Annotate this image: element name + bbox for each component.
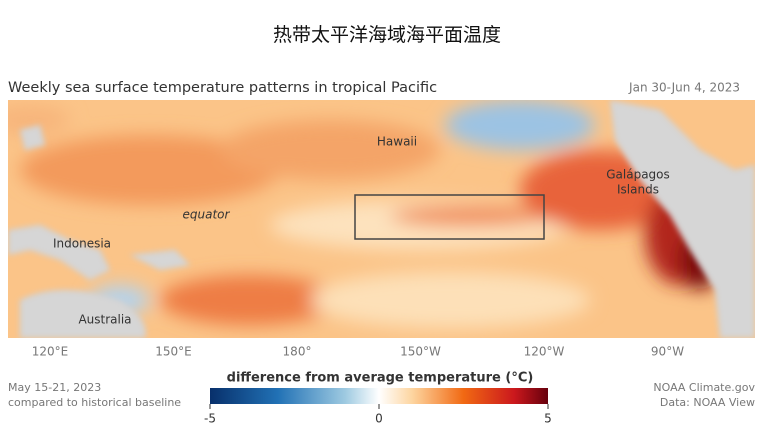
longitude-label: 150°E bbox=[155, 345, 192, 359]
date-range: Jan 30-Jun 4, 2023 bbox=[628, 81, 740, 95]
map-title: Weekly sea surface temperature patterns … bbox=[8, 80, 437, 96]
colorbar bbox=[210, 388, 548, 404]
footer-right: NOAA Climate.gov bbox=[653, 381, 755, 394]
colorbar-tick-label: 5 bbox=[544, 412, 552, 426]
place-label: Indonesia bbox=[53, 237, 111, 251]
longitude-label: 180° bbox=[283, 345, 312, 359]
place-label: Australia bbox=[78, 313, 131, 327]
footer-left: compared to historical baseline bbox=[8, 396, 181, 409]
place-label: Islands bbox=[617, 183, 659, 197]
longitude-label: 150°W bbox=[400, 345, 441, 359]
longitude-labels: 120°E 150°E 180° 150°W 120°W 90°W bbox=[32, 345, 684, 359]
longitude-label: 120°E bbox=[32, 345, 69, 359]
legend-title: difference from average temperature (°C) bbox=[227, 371, 534, 386]
colorbar-tick-label: -5 bbox=[204, 412, 216, 426]
colorbar-tick-label: 0 bbox=[375, 412, 383, 426]
sst-map bbox=[8, 100, 755, 338]
page-title: 热带太平洋海域海平面温度 bbox=[273, 24, 501, 46]
place-label: equator bbox=[183, 208, 231, 222]
place-label: Hawaii bbox=[377, 135, 417, 149]
place-label: Galápagos bbox=[606, 168, 670, 182]
footer-left: May 15-21, 2023 bbox=[8, 381, 101, 394]
colorbar-ticks: -5 0 5 bbox=[204, 404, 552, 426]
footer-right: Data: NOAA View bbox=[660, 396, 755, 409]
longitude-label: 90°W bbox=[651, 345, 684, 359]
longitude-label: 120°W bbox=[524, 345, 565, 359]
